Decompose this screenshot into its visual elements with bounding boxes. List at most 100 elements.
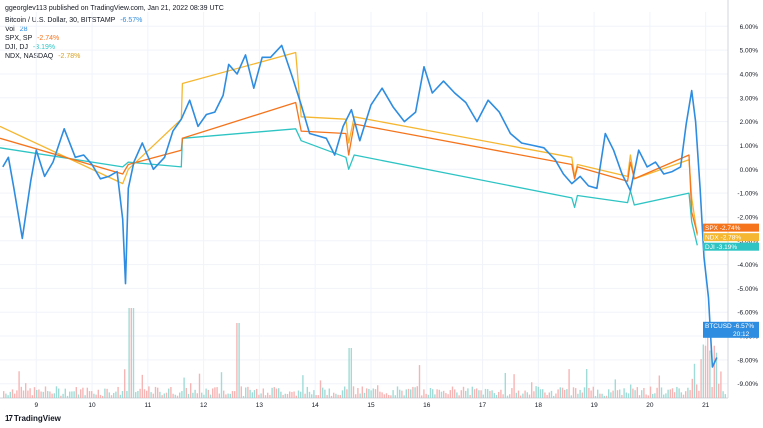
- legend-btc-label: Bitcoin / U.S. Dollar, 30, BITSTAMP: [5, 17, 116, 24]
- legend-vol[interactable]: Vol 28: [5, 25, 27, 34]
- volume-bar: [214, 387, 216, 398]
- volume-bar: [5, 393, 7, 398]
- x-tick-label: 18: [535, 402, 543, 409]
- volume-bar: [590, 390, 592, 398]
- volume-bar: [425, 393, 427, 398]
- volume-bar: [242, 395, 245, 398]
- price-badge: [703, 321, 759, 338]
- volume-bar: [236, 323, 238, 398]
- legend-ndx[interactable]: NDX, NASDAQ -2.78%: [5, 52, 80, 61]
- volume-bar: [568, 369, 570, 398]
- volume-bar: [324, 389, 326, 398]
- volume-bar: [495, 395, 498, 398]
- volume-bar: [108, 392, 110, 398]
- volume-bar: [709, 350, 711, 398]
- volume-bar: [91, 391, 93, 398]
- volume-bar: [229, 393, 231, 398]
- x-tick-label: 12: [200, 402, 208, 409]
- volume-bar: [460, 390, 462, 398]
- volume-bar: [443, 390, 445, 398]
- volume-bar: [623, 388, 625, 398]
- legend-btc[interactable]: Bitcoin / U.S. Dollar, 30, BITSTAMP -6.5…: [5, 16, 142, 25]
- legend-dji-change: -3.19%: [32, 44, 56, 51]
- volume-bar: [638, 395, 641, 398]
- volume-bar: [256, 388, 258, 398]
- volume-bar: [528, 394, 531, 398]
- series-line-ndx: [0, 51, 698, 236]
- volume-bar: [102, 395, 104, 398]
- volume-bar: [377, 385, 379, 398]
- volume-bar: [583, 387, 586, 398]
- volume-bar: [674, 392, 676, 398]
- volume-bar: [220, 372, 223, 398]
- volume-bar: [170, 386, 172, 398]
- volume-bar: [115, 391, 117, 398]
- volume-bar: [520, 395, 522, 398]
- y-tick-label: -2.00%: [737, 214, 758, 221]
- volume-bar: [612, 390, 614, 398]
- volume-bar: [698, 390, 700, 398]
- volume-bar: [687, 387, 689, 398]
- volume-bar: [561, 387, 564, 398]
- x-tick-label: 13: [256, 402, 264, 409]
- volume-bar: [282, 394, 284, 398]
- volume-bar: [121, 391, 124, 398]
- volume-bar: [154, 386, 157, 398]
- volume-bar: [231, 391, 234, 398]
- volume-bar: [414, 387, 416, 398]
- volume-bar: [476, 388, 478, 398]
- price-badge-label: DJI -3.19%: [705, 244, 737, 251]
- volume-bar: [9, 391, 11, 398]
- volume-bar: [141, 374, 143, 398]
- volume-bar: [357, 388, 359, 398]
- volume-bar: [588, 387, 590, 398]
- volume-bar: [295, 395, 297, 398]
- volume-bar: [663, 394, 665, 398]
- volume-bar: [344, 386, 346, 398]
- series-line-dji: [0, 128, 698, 246]
- volume-bar: [16, 390, 18, 398]
- volume-bar: [126, 391, 128, 398]
- volume-bar: [599, 393, 601, 398]
- volume-bar: [212, 388, 214, 398]
- volume-bar: [711, 387, 713, 398]
- volume-bar: [385, 393, 388, 398]
- volume-bar: [205, 388, 207, 398]
- volume-bar: [311, 394, 313, 398]
- tradingview-logo[interactable]: 17 TradingView: [5, 414, 61, 423]
- volume-bar: [689, 390, 691, 398]
- volume-bar: [7, 395, 9, 398]
- legend-dji[interactable]: DJI, DJ -3.19%: [5, 43, 55, 52]
- volume-bar: [504, 372, 506, 398]
- volume-bar: [647, 395, 649, 398]
- y-tick-label: 3.00%: [740, 95, 759, 102]
- volume-bar: [502, 394, 504, 398]
- legend-spx[interactable]: SPX, SP -2.74%: [5, 34, 59, 43]
- volume-bar: [394, 395, 396, 398]
- y-tick-label: 6.00%: [740, 24, 759, 31]
- volume-bar: [542, 389, 544, 398]
- volume-bar: [267, 392, 269, 398]
- volume-bar: [575, 388, 577, 398]
- volume-bar: [550, 390, 553, 398]
- volume-bar: [696, 384, 698, 398]
- legend-ndx-label: NDX, NASDAQ: [5, 53, 54, 60]
- volume-bar: [106, 388, 108, 398]
- volume-bar: [643, 387, 645, 398]
- volume-bar: [339, 395, 341, 398]
- volume-bar: [99, 394, 102, 398]
- y-tick-label: -3.00%: [737, 238, 758, 245]
- legend-dji-label: DJI, DJ: [5, 44, 28, 51]
- volume-bar: [196, 393, 198, 398]
- volume-bar: [317, 395, 319, 398]
- volume-bar: [84, 395, 86, 398]
- volume-bar: [610, 392, 612, 398]
- volume-bar: [691, 378, 693, 398]
- volume-bar: [275, 388, 278, 398]
- volume-bar: [616, 390, 619, 398]
- y-tick-label: 2.00%: [740, 119, 759, 126]
- volume-bar: [368, 388, 370, 398]
- volume-bar: [201, 392, 203, 398]
- volume-bar: [271, 387, 273, 398]
